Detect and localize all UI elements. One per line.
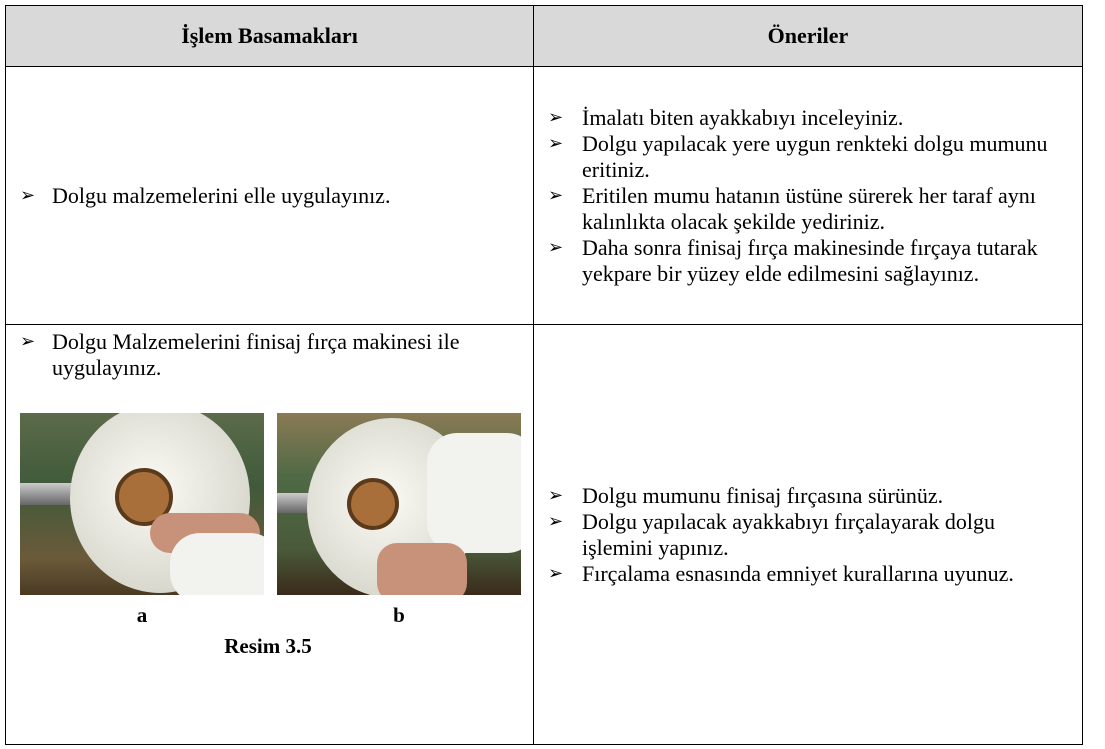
step-item: Dolgu Malzemelerini finisaj fırça makine… xyxy=(18,329,521,381)
figures: a b xyxy=(20,413,521,628)
photo xyxy=(20,413,264,595)
figure: a xyxy=(20,413,264,628)
figure: b xyxy=(277,413,521,628)
steps-cell: Dolgu Malzemelerini finisaj fırça makine… xyxy=(5,324,534,745)
steps-list: Dolgu Malzemelerini finisaj fırça makine… xyxy=(18,329,521,381)
steps-list: Dolgu malzemelerini elle uygulayınız. xyxy=(18,183,521,209)
tip-item: Dolgu yapılacak yere uygun renkteki dolg… xyxy=(546,131,1070,183)
figure-label: b xyxy=(393,603,405,627)
header-cell: Öneriler xyxy=(533,5,1083,67)
header-row: İşlem Basamakları Öneriler xyxy=(5,5,1083,67)
tip-item: İmalatı biten ayakkabıyı inceleyiniz. xyxy=(546,105,1070,131)
procedure-table: İşlem Basamakları Öneriler Dolgu malzeme… xyxy=(5,5,1083,745)
figure-label: a xyxy=(136,603,148,627)
steps-cell: Dolgu malzemelerini elle uygulayınız. xyxy=(5,66,534,325)
tip-item: Dolgu mumunu finisaj fırçasına sürünüz. xyxy=(546,483,1070,509)
tip-item: Daha sonra finisaj fırça makinesinde fır… xyxy=(546,235,1070,287)
tips-list: İmalatı biten ayakkabıyı inceleyiniz.Dol… xyxy=(546,105,1070,287)
table-row: Dolgu malzemelerini elle uygulayınız. İm… xyxy=(5,66,1083,325)
tips-list: Dolgu mumunu finisaj fırçasına sürünüz.D… xyxy=(546,483,1070,587)
tips-cell: Dolgu mumunu finisaj fırçasına sürünüz.D… xyxy=(533,324,1083,745)
tips-cell: İmalatı biten ayakkabıyı inceleyiniz.Dol… xyxy=(533,66,1083,325)
figure-caption: Resim 3.5 xyxy=(224,634,312,658)
tip-item: Fırçalama esnasında emniyet kurallarına … xyxy=(546,561,1070,587)
step-item: Dolgu malzemelerini elle uygulayınız. xyxy=(18,183,521,209)
tip-item: Eritilen mumu hatanın üstüne sürerek her… xyxy=(546,183,1070,235)
tip-item: Dolgu yapılacak ayakkabıyı fırçalayarak … xyxy=(546,509,1070,561)
photo xyxy=(277,413,521,595)
table-row: Dolgu Malzemelerini finisaj fırça makine… xyxy=(5,324,1083,745)
header-cell: İşlem Basamakları xyxy=(5,5,534,67)
